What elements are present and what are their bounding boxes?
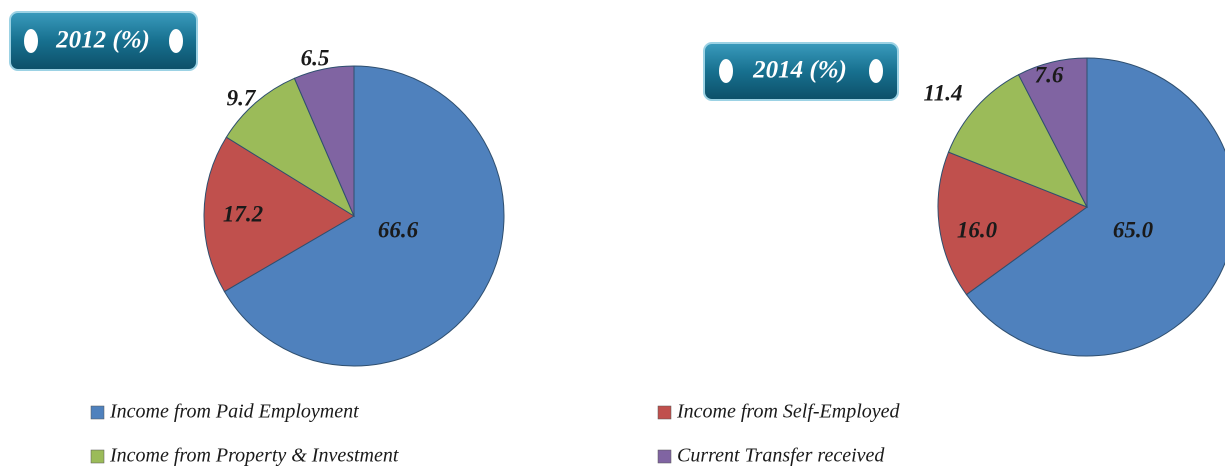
data-label: 7.6 bbox=[1035, 62, 1064, 87]
chart-title: 2014 (%) bbox=[752, 57, 847, 84]
pie-slice bbox=[947, 73, 1089, 208]
legend-swatch bbox=[90, 405, 105, 420]
pie-slice bbox=[293, 65, 355, 217]
legend-label: Income from Property & Investment bbox=[109, 445, 399, 467]
pie-slice bbox=[223, 65, 505, 367]
data-label: 65.0 bbox=[1113, 217, 1154, 242]
data-label: 9.7 bbox=[227, 85, 257, 110]
data-label: 17.2 bbox=[223, 201, 263, 226]
legend-swatch bbox=[90, 449, 105, 464]
pie-slice bbox=[203, 136, 355, 293]
legend-swatch bbox=[657, 449, 672, 464]
pie-slice bbox=[1017, 57, 1088, 208]
pie-slice bbox=[937, 151, 1089, 296]
pie-slice bbox=[965, 57, 1225, 357]
data-label: 66.6 bbox=[378, 217, 419, 242]
data-label: 11.4 bbox=[924, 80, 963, 105]
data-label: 6.5 bbox=[301, 45, 330, 70]
legend-swatch bbox=[657, 405, 672, 420]
badge: 2012 (%) bbox=[9, 11, 198, 71]
legend-label: Income from Self-Employed bbox=[676, 401, 901, 423]
legend-label: Income from Paid Employment bbox=[109, 401, 359, 423]
pie-slice bbox=[225, 77, 356, 218]
legend-label: Current Transfer received bbox=[677, 445, 885, 467]
data-label: 16.0 bbox=[957, 217, 998, 242]
chart-title: 2012 (%) bbox=[55, 27, 150, 54]
badge: 2014 (%) bbox=[703, 42, 899, 101]
